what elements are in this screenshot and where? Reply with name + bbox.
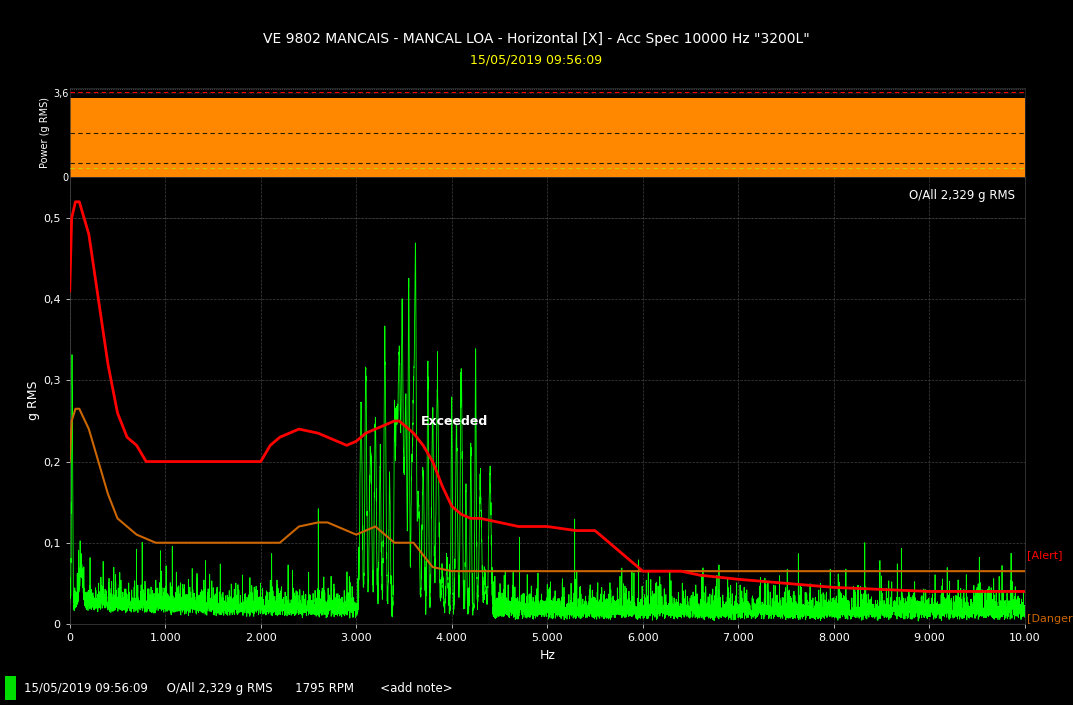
Y-axis label: Power (g RMS): Power (g RMS) [40, 97, 50, 168]
Text: 15/05/2019 09:56:09: 15/05/2019 09:56:09 [470, 54, 603, 67]
Y-axis label: g RMS: g RMS [27, 381, 41, 420]
Text: VE 9802 MANCAIS - MANCAL LOA - Horizontal [X] - Acc Spec 10000 Hz "3200L": VE 9802 MANCAIS - MANCAL LOA - Horizonta… [263, 32, 810, 46]
Text: Exceeded: Exceeded [422, 415, 488, 428]
Text: O/All 2,329 g RMS: O/All 2,329 g RMS [909, 189, 1015, 202]
X-axis label: Hz: Hz [540, 649, 555, 661]
Bar [5, 675, 16, 700]
Text: [Alert]: [Alert] [1027, 550, 1062, 560]
Text: 15/05/2019 09:56:09     O/All 2,329 g RMS      1795 RPM       <add note>: 15/05/2019 09:56:09 O/All 2,329 g RMS 17… [24, 682, 452, 694]
Text: [Danger]: [Danger] [1027, 615, 1073, 625]
